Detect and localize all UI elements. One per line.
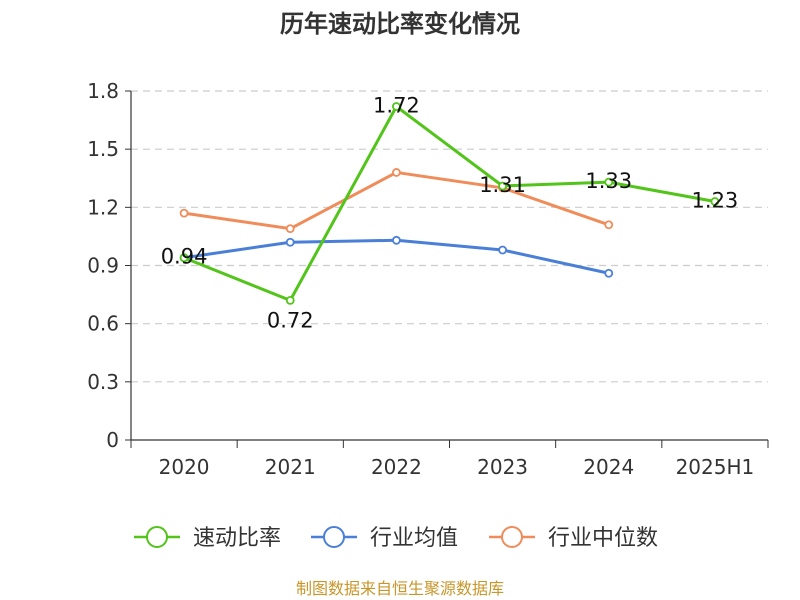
series-0-point-4 [604, 177, 614, 187]
legend-item-2: 行业中位数 [489, 526, 658, 551]
y-tick-label-4: 1.2 [87, 195, 119, 219]
series-0-point-2 [392, 102, 401, 111]
x-tick-label-1: 2021 [265, 455, 316, 479]
chart-title: 历年速动比率变化情况 [280, 10, 520, 38]
series-0-point-3 [498, 181, 507, 191]
y-tick-label-0: 0 [106, 428, 119, 452]
data-label-2: 1.72 [373, 94, 420, 118]
x-tick-label-4: 2024 [583, 455, 634, 479]
source-note: 制图数据来自恒生聚源数据库 [296, 579, 504, 598]
y-tick-label-3: 0.9 [87, 254, 119, 278]
x-tick-label-3: 2023 [477, 455, 528, 479]
legend-label-2: 行业中位数 [548, 526, 658, 551]
data-label-0: 0.94 [161, 245, 208, 269]
grid-layer [131, 90, 768, 383]
legend-label-0: 速动比率 [193, 526, 281, 551]
series-layer [179, 102, 720, 305]
series-1-point-3 [498, 245, 507, 255]
series-0-point-1 [285, 295, 295, 305]
series-1-point-1 [285, 237, 295, 247]
series-0-point-0 [179, 253, 189, 263]
series-2-point-0 [179, 208, 189, 218]
series-2-point-4 [604, 220, 614, 230]
axis-layer: 0 0.3 0.6 0.9 1.2 1.5 1.8 2020 2021 2022 2023 2024 2… [87, 79, 769, 479]
legend-marker-2 [501, 526, 523, 548]
legend-label-1: 行业均值 [370, 526, 458, 551]
x-tick-label-0: 2020 [159, 455, 210, 479]
data-label-layer: 0.94 0.72 1.72 1.31 1.33 1.23 [161, 94, 739, 333]
series-line-2 [183, 170, 610, 231]
series-1-point-4 [604, 268, 614, 278]
series-1-point-2 [392, 235, 401, 245]
data-label-1: 0.72 [267, 308, 314, 332]
data-label-5: 1.23 [692, 189, 739, 213]
y-tick-label-2: 0.6 [87, 312, 119, 336]
legend-marker-1 [323, 526, 345, 548]
y-tick-label-1: 0.3 [87, 370, 119, 394]
legend-marker-0 [146, 526, 168, 548]
x-tick-label-5: 2025H1 [676, 455, 755, 479]
data-label-3: 1.31 [479, 173, 526, 197]
y-tick-label-5: 1.5 [87, 137, 119, 161]
series-0-point-5 [710, 197, 720, 206]
legend: 速动比率 行业均值 行业中位数 [134, 526, 658, 551]
series-line-0 [183, 105, 716, 302]
legend-item-0: 速动比率 [134, 526, 281, 551]
x-tick-label-2: 2022 [371, 455, 422, 479]
y-tick-label-6: 1.8 [87, 79, 119, 103]
legend-item-1: 行业均值 [311, 526, 458, 551]
series-line-1 [183, 238, 610, 275]
series-2-point-2 [392, 168, 401, 177]
series-2-point-1 [285, 224, 295, 234]
data-label-4: 1.33 [585, 169, 632, 193]
